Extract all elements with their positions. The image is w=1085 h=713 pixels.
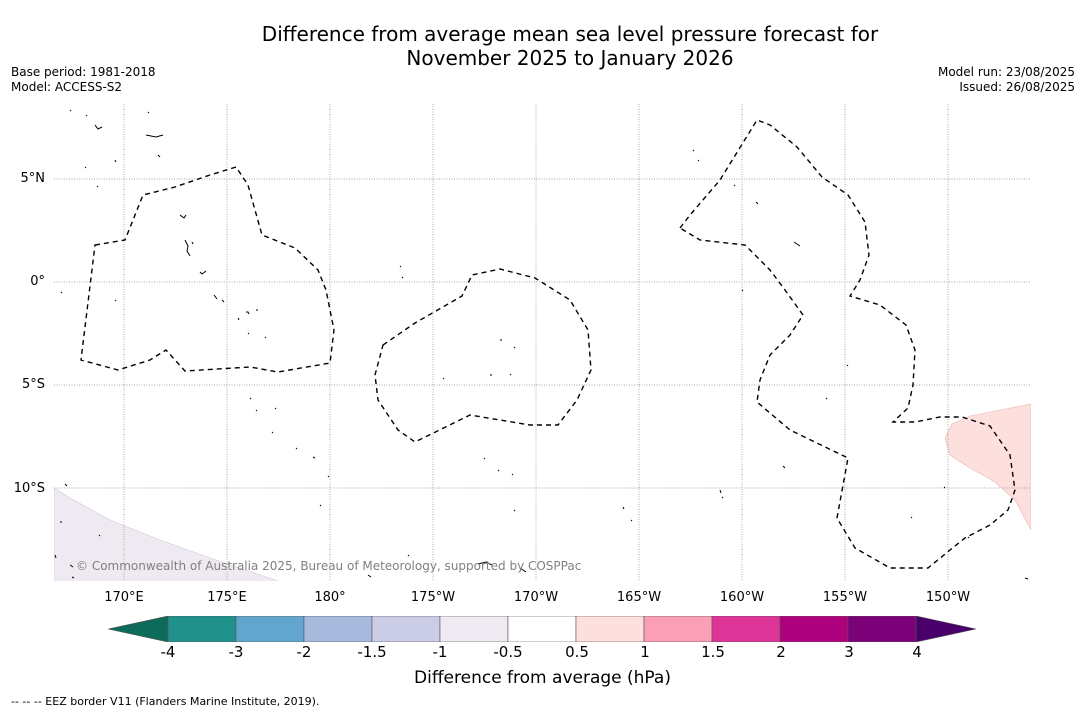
map-title: Difference from average mean sea level p… [0,22,1085,70]
base-period: Base period: 1981-2018 [11,65,156,79]
lon-label-180: 180° [314,590,346,605]
colorbar-tick: -4 [160,643,176,661]
colorbar-tick: 1 [640,643,650,661]
meta-right: Model run: 23/08/2025 Issued: 26/08/2025 [938,65,1075,95]
colorbar-tick: 2 [776,643,786,661]
colorbar-tick: 1.5 [701,643,725,661]
anomaly-area-southwest [54,487,279,581]
eez-border-west [80,166,335,373]
colorbar-extend-high [915,616,977,642]
lon-label-175w: 175°W [410,590,456,605]
lon-label-170w: 170°W [513,590,559,605]
grid-lines [54,104,1031,581]
lon-label-150w: 150°W [925,590,971,605]
lon-label-170e: 170°E [104,590,144,605]
issued-date: Issued: 26/08/2025 [959,80,1075,94]
colorbar-segment [235,616,305,642]
colorbar-extend-low [108,616,169,642]
colorbar-tick: -2 [296,643,312,661]
model-run: Model run: 23/08/2025 [937,65,1075,79]
colorbar [108,616,977,642]
islands [54,109,1029,580]
lon-label-165w: 165°W [616,590,662,605]
colorbar-tick: -3 [228,643,244,661]
colorbar-segment [371,616,441,642]
colorbar-segment [167,616,237,642]
colorbar-segment [643,616,713,642]
copyright-notice: © Commonwealth of Australia 2025, Bureau… [76,559,582,573]
colorbar-label: Difference from average (hPa) [414,668,671,688]
lat-label-5n: 5°N [20,171,46,186]
lon-label-155w: 155°W [822,590,868,605]
lon-label-175e: 175°E [207,590,247,605]
anomaly-area-southeast [944,403,1031,531]
colorbar-tick: -0.5 [493,643,523,661]
title-line-1: Difference from average mean sea level p… [261,22,879,46]
colorbar-segment [711,616,781,642]
colorbar-tick: 3 [844,643,854,661]
lon-label-160w: 160°W [719,590,765,605]
colorbar-tick: -1.5 [357,643,387,661]
eez-legend-footer: -- -- -- EEZ border V11 (Flanders Marine… [11,695,320,708]
colorbar-segment [507,616,577,642]
eez-border-east [678,119,1016,569]
colorbar-segment [575,616,645,642]
lat-label-10s: 10°S [13,481,45,496]
colorbar-segment [303,616,373,642]
colorbar-tick: 4 [912,643,922,661]
lat-label-5s: 5°S [21,377,45,392]
colorbar-segment [439,616,509,642]
meta-left: Base period: 1981-2018 Model: ACCESS-S2 [11,65,156,95]
title-line-2: November 2025 to January 2026 [406,46,734,70]
colorbar-tick: -1 [432,643,448,661]
colorbar-segment [847,616,917,642]
lat-label-0: 0° [30,274,45,289]
model-name: Model: ACCESS-S2 [11,80,123,94]
eez-border-central [374,268,592,443]
eez-borders [80,119,1016,569]
colorbar-segment [779,616,849,642]
colorbar-tick: 0.5 [565,643,589,661]
